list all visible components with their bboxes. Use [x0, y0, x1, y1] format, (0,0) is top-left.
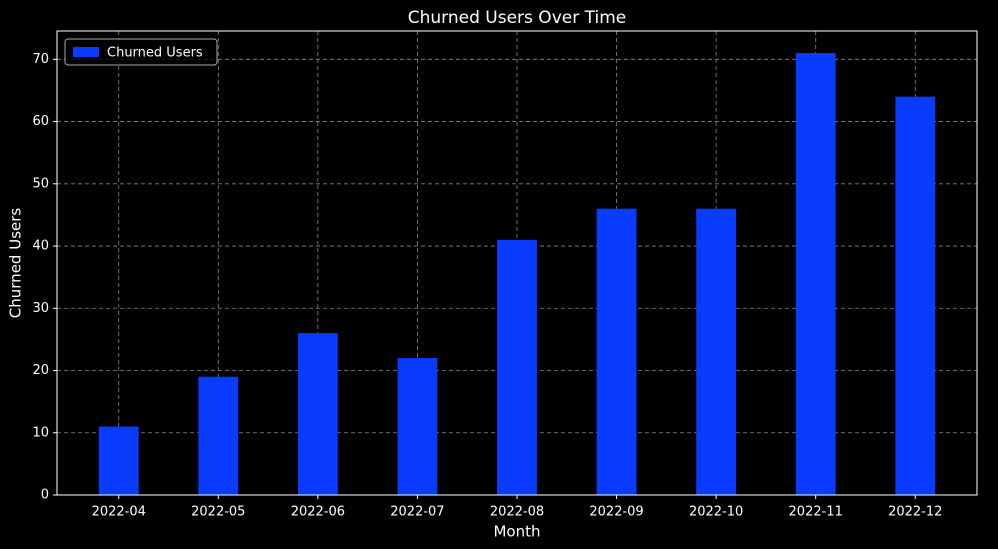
- x-tick-label: 2022-07: [390, 505, 444, 520]
- x-tick-label: 2022-11: [789, 505, 843, 520]
- x-tick-label: 2022-09: [589, 505, 643, 520]
- x-tick-label: 2022-04: [92, 505, 146, 520]
- bar: [696, 208, 737, 496]
- y-tick-label: 50: [32, 176, 49, 191]
- y-tick-label: 40: [32, 239, 49, 254]
- x-tick-label: 2022-05: [191, 505, 245, 520]
- y-tick-label: 60: [32, 114, 49, 129]
- chart-title: Churned Users Over Time: [408, 8, 626, 28]
- bar: [198, 376, 239, 495]
- x-axis-label: Month: [493, 523, 540, 541]
- y-tick-label: 10: [32, 425, 49, 440]
- bar: [795, 53, 836, 495]
- bar: [895, 96, 936, 495]
- x-tick-label: 2022-10: [689, 505, 743, 520]
- y-axis-label: Churned Users: [7, 208, 25, 319]
- y-tick-label: 70: [32, 52, 49, 67]
- x-tick-label: 2022-08: [490, 505, 544, 520]
- x-tick-label: 2022-12: [888, 505, 942, 520]
- legend-swatch: [73, 47, 99, 57]
- bar: [397, 358, 438, 495]
- bar: [297, 333, 338, 495]
- bar: [98, 426, 139, 495]
- legend-box: [64, 38, 218, 66]
- y-tick-label: 0: [41, 488, 49, 503]
- y-tick-label: 20: [32, 363, 49, 378]
- plot-frame: [56, 30, 978, 496]
- y-tick-label: 30: [32, 301, 49, 316]
- x-tick-label: 2022-06: [291, 505, 345, 520]
- bar: [497, 239, 537, 495]
- legend-label: Churned Users: [107, 46, 203, 61]
- bar: [596, 208, 637, 496]
